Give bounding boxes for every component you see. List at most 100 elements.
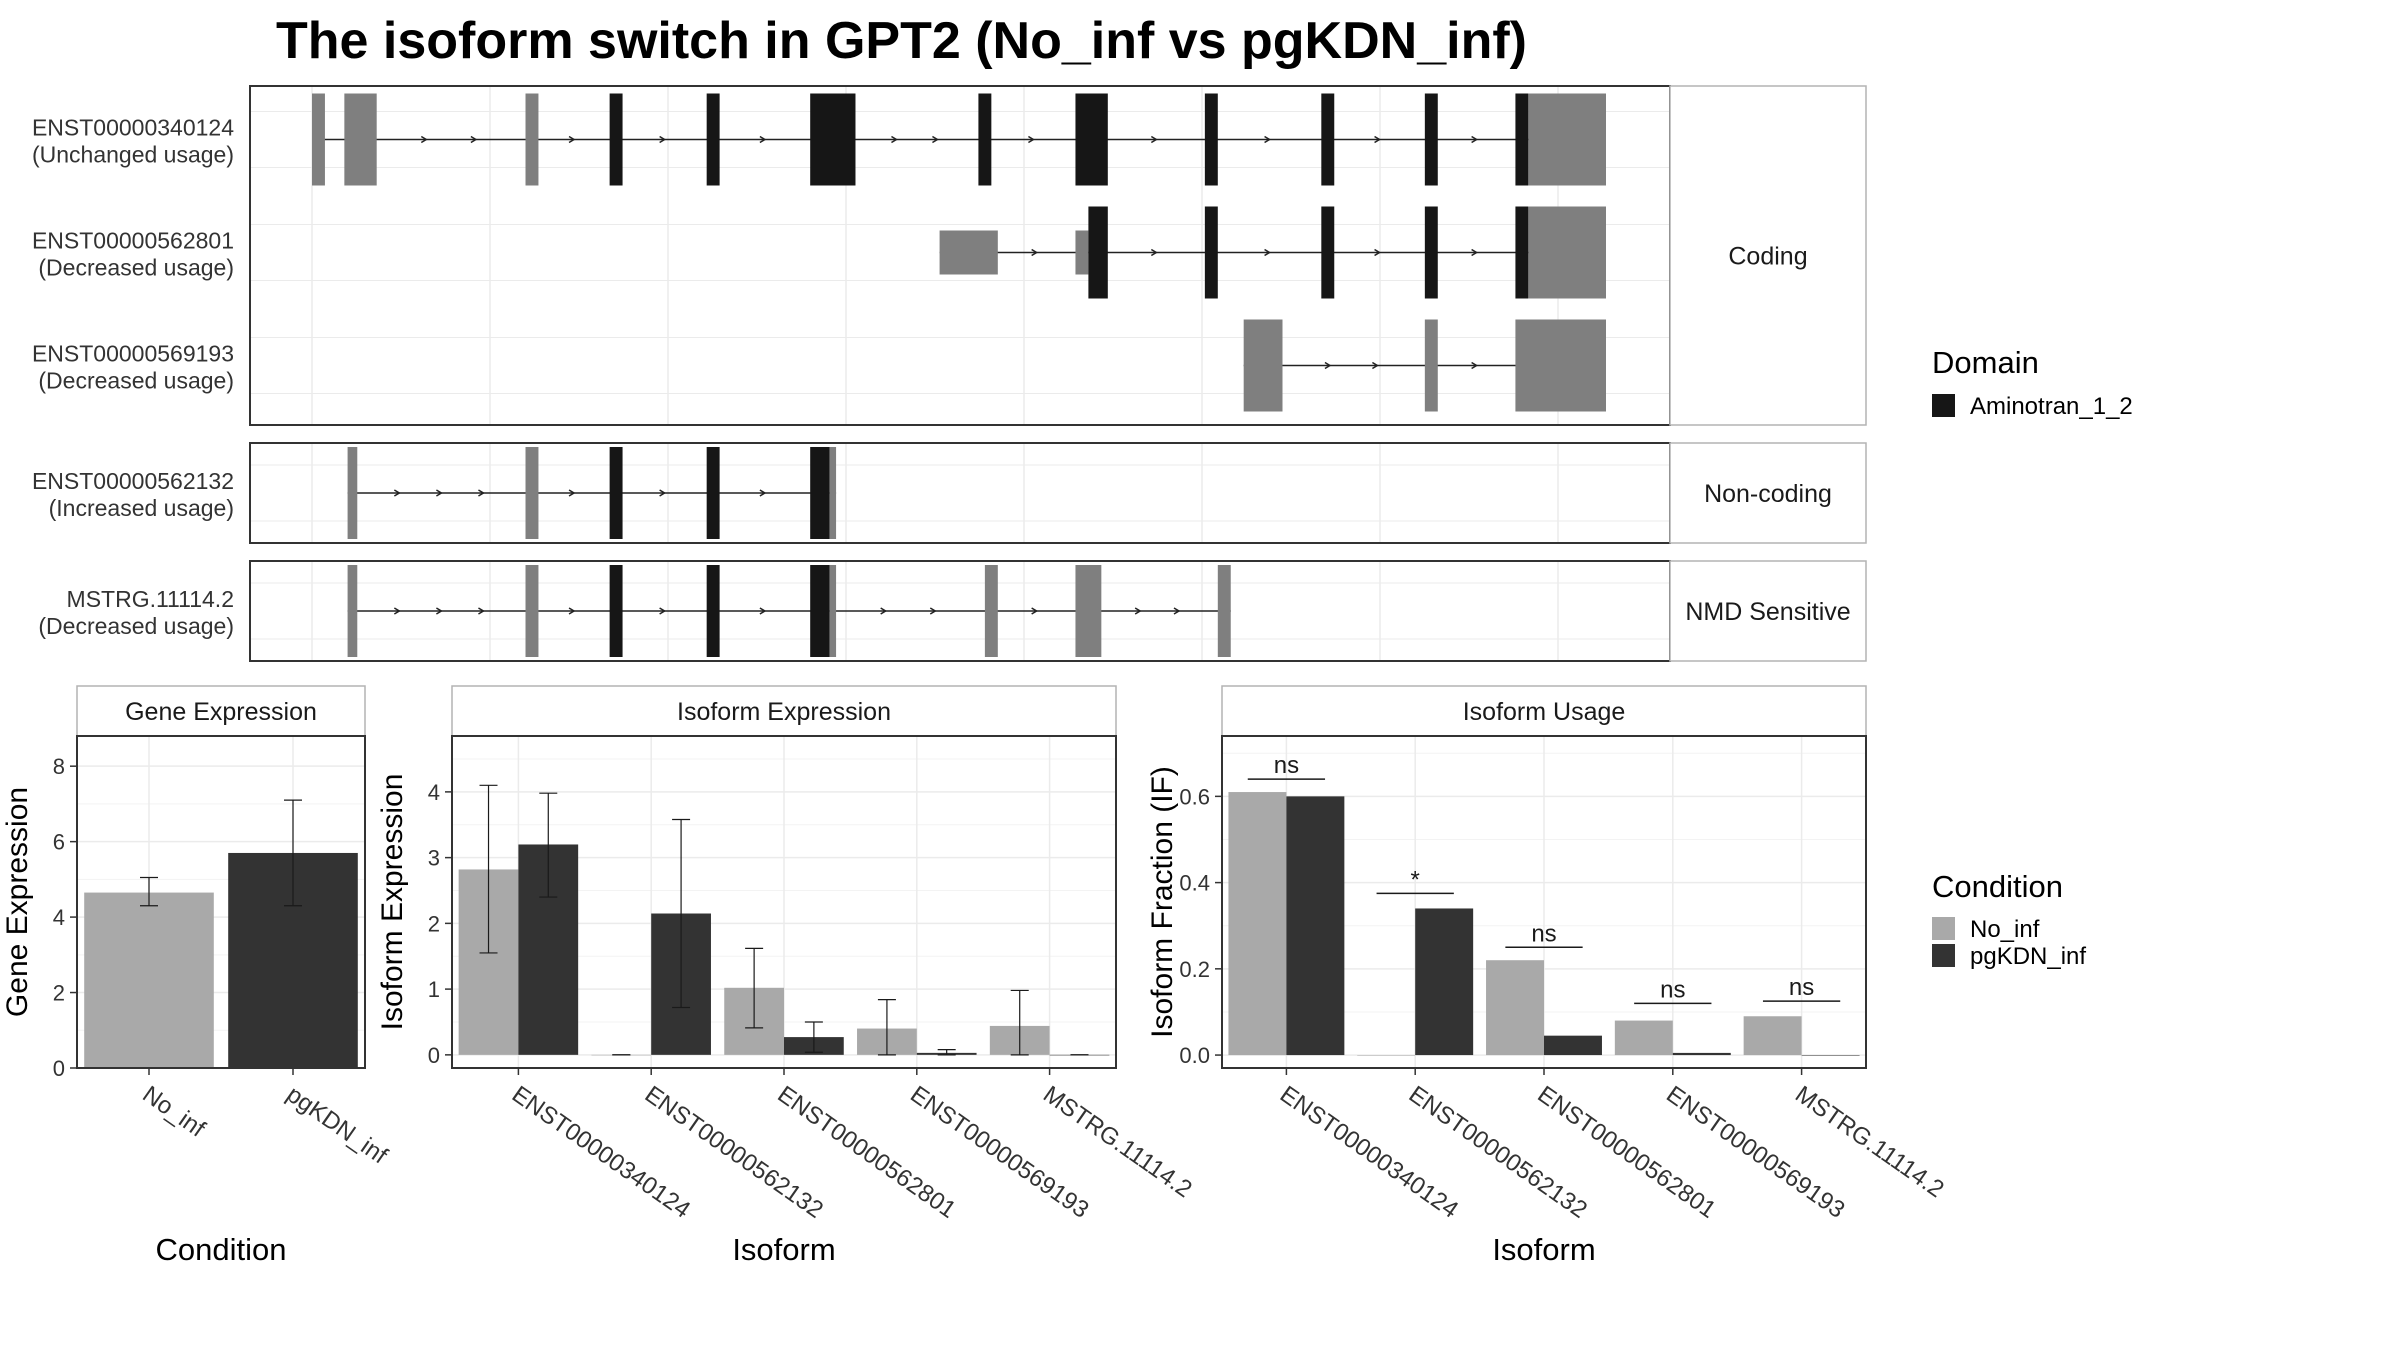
intron-arrow bbox=[393, 607, 401, 615]
intron-arrow bbox=[759, 489, 767, 497]
transcript-usage-label: (Decreased usage) bbox=[38, 368, 234, 394]
structure-strip-label: Coding bbox=[1728, 243, 1807, 271]
domain-legend-title: Domain bbox=[1932, 345, 2039, 380]
transcript-id-label: ENST00000562132 bbox=[32, 468, 234, 494]
exon bbox=[525, 93, 539, 186]
x-axis-label: Isoform bbox=[1492, 1232, 1595, 1267]
domain-legend-label: Aminotran_1_2 bbox=[1970, 393, 2133, 420]
y-tick-label: 3 bbox=[428, 846, 440, 871]
transcript-usage-label: (Decreased usage) bbox=[38, 255, 234, 281]
intron-arrow bbox=[929, 607, 937, 615]
exon bbox=[1515, 319, 1606, 412]
exon bbox=[1075, 230, 1089, 275]
domain-exon bbox=[1088, 206, 1108, 299]
domain-exon bbox=[1321, 93, 1335, 186]
intron-arrow bbox=[759, 135, 767, 144]
bar-no-inf-enst00000569193 bbox=[1614, 1020, 1673, 1056]
condition-legend-label-no-inf: No_inf bbox=[1970, 916, 2040, 943]
bar-charts: Gene Expression 0 2 4 6 8 No_inf pgKDN_inf Gene … bbox=[1, 685, 1949, 1267]
intron-arrow bbox=[1372, 361, 1379, 370]
domain-exon bbox=[1515, 93, 1529, 186]
intron-arrow bbox=[393, 489, 401, 497]
chart-title: Gene Expression bbox=[125, 698, 317, 726]
intron-arrow bbox=[1264, 248, 1272, 257]
intron-arrow bbox=[568, 135, 576, 144]
intron-arrow bbox=[1374, 248, 1382, 257]
intron-arrow bbox=[1031, 248, 1039, 257]
transcript-structure-panel: ENST00000340124(Unchanged usage) ENST0000… bbox=[32, 85, 1867, 662]
condition-legend: Condition No_inf pgKDN_inf bbox=[1932, 869, 2086, 970]
bar-no-inf-enst00000562801 bbox=[1486, 960, 1544, 1056]
exon bbox=[1243, 319, 1283, 412]
x-axis-label: Condition bbox=[156, 1232, 287, 1267]
y-tick-label: 2 bbox=[53, 981, 65, 1006]
significance-label: ns bbox=[1274, 752, 1299, 779]
bar-pgkdn-inf-mstrg-11114-2 bbox=[1801, 1055, 1860, 1056]
bar-pgkdn-inf-enst00000569193 bbox=[1672, 1052, 1731, 1056]
exon bbox=[347, 565, 358, 657]
domain-exon bbox=[810, 447, 830, 539]
domain-exon bbox=[706, 93, 720, 186]
condition-legend-title: Condition bbox=[1932, 869, 2063, 904]
intron-arrow bbox=[880, 607, 888, 615]
intron-arrow bbox=[568, 489, 576, 497]
exon bbox=[312, 93, 325, 186]
domain-exon bbox=[1515, 206, 1529, 299]
structure-strip-nmd-sensitive bbox=[1669, 560, 1867, 662]
chart-strip bbox=[76, 685, 366, 737]
y-tick-label: 2 bbox=[428, 911, 440, 936]
y-tick-label: 1 bbox=[428, 977, 440, 1002]
exon bbox=[1075, 565, 1102, 657]
transcript-usage-label: (Unchanged usage) bbox=[32, 142, 234, 168]
exon bbox=[525, 447, 539, 539]
y-tick-label: 4 bbox=[53, 905, 65, 930]
bar-pgkdn-inf-enst00000562801 bbox=[1544, 1035, 1602, 1056]
domain-exon bbox=[1424, 206, 1438, 299]
bar-pgkdn-inf-enst00000340124 bbox=[1286, 796, 1345, 1056]
chart-strip bbox=[1221, 685, 1867, 737]
domain-legend-swatch bbox=[1932, 394, 1955, 417]
intron-arrow bbox=[478, 607, 485, 615]
transcript-id-label: ENST00000569193 bbox=[32, 341, 234, 367]
domain-exon bbox=[609, 93, 623, 186]
intron-arrow bbox=[420, 135, 428, 144]
condition-legend-swatch-no-inf bbox=[1932, 917, 1955, 940]
significance-label: * bbox=[1411, 866, 1420, 893]
exon bbox=[939, 230, 998, 275]
intron-arrow bbox=[1150, 248, 1158, 257]
condition-legend-swatch-pgkdn bbox=[1932, 944, 1955, 967]
domain-exon bbox=[1204, 206, 1218, 299]
intron-arrow bbox=[1471, 248, 1479, 257]
intron-arrow bbox=[1471, 135, 1479, 144]
y-tick-label: 0 bbox=[428, 1043, 440, 1068]
y-tick-label: 4 bbox=[428, 780, 440, 805]
intron-arrow bbox=[891, 135, 898, 144]
intron-arrow bbox=[1150, 135, 1158, 144]
intron-arrow bbox=[1031, 607, 1039, 615]
domain-exon bbox=[1424, 93, 1438, 186]
y-tick-label: 0.6 bbox=[1179, 784, 1210, 809]
transcript-usage-label: (Decreased usage) bbox=[38, 613, 234, 639]
intron-arrow bbox=[659, 607, 667, 615]
intron-arrow bbox=[659, 135, 667, 144]
significance-label: ns bbox=[1789, 974, 1814, 1001]
intron-arrow bbox=[932, 135, 939, 144]
exon bbox=[829, 447, 837, 539]
intron-arrow bbox=[1173, 607, 1181, 615]
significance-label: ns bbox=[1660, 976, 1685, 1003]
exon bbox=[1217, 565, 1231, 657]
transcript-usage-label: (Increased usage) bbox=[49, 495, 234, 521]
chart-title: Isoform Usage bbox=[1463, 698, 1626, 726]
domain-exon bbox=[1204, 93, 1218, 186]
intron-arrow bbox=[1028, 135, 1035, 144]
chart-title: Isoform Expression bbox=[677, 698, 891, 726]
intron-arrow bbox=[1264, 135, 1272, 144]
y-axis-label: Isoform Fraction (IF) bbox=[1146, 766, 1179, 1038]
exon bbox=[984, 565, 998, 657]
bar-pgkdn-inf-enst00000562132 bbox=[1415, 908, 1474, 1056]
figure-title: The isoform switch in GPT2 (No_inf vs pg… bbox=[276, 12, 1527, 70]
y-tick-label: 8 bbox=[53, 754, 65, 779]
structure-strip-label: NMD Sensitive bbox=[1685, 598, 1850, 626]
chart-panel-border bbox=[76, 735, 366, 1069]
